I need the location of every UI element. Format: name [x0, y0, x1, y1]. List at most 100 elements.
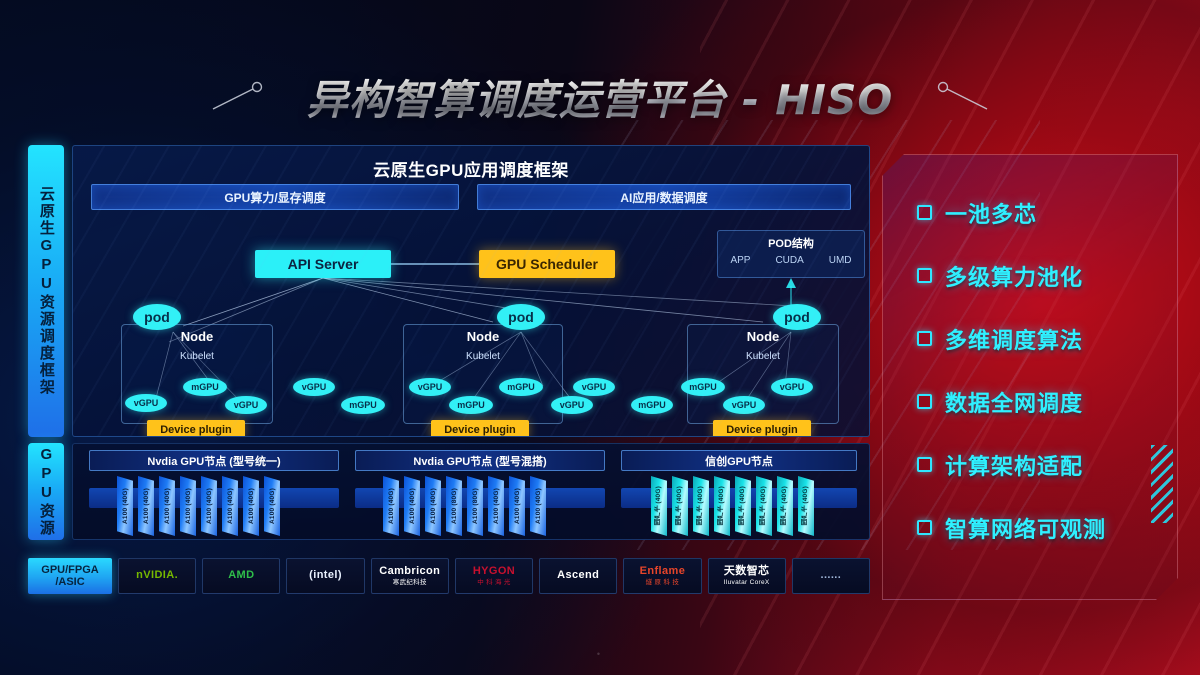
vendor-logo-name: 天数智芯 — [723, 565, 770, 578]
gpu-card-row-3: 国产卡 (40G) 国产卡 (40G) 国产卡 (40G) 国产卡 (40G) 国产卡 … — [651, 476, 814, 538]
gpu-card[interactable]: A100 (40G) — [530, 476, 546, 536]
node-label-1: Node — [180, 329, 214, 344]
vendor-logo-subtitle: Iluvatar CoreX — [723, 578, 770, 586]
gpu-card-label: A100 (40G) — [247, 488, 255, 524]
gpu-card[interactable]: A100 (40G) — [201, 476, 217, 536]
gpu-card[interactable]: A100 (40G) — [488, 476, 504, 536]
mgpu-oval-2c[interactable]: mGPU — [499, 378, 543, 396]
feature-item-label: 计算架构适配 — [945, 453, 1084, 479]
vendor-logo-name: ...... — [820, 569, 842, 582]
sidebar-tab-gpu-resource-label: GPU资源 — [37, 446, 55, 537]
feature-item-label: 多维调度算法 — [945, 327, 1084, 353]
gpu-card[interactable]: A100 (40G) — [383, 476, 399, 536]
vgpu-oval-float-1[interactable]: vGPU — [293, 378, 335, 396]
gpu-card-label: 国产卡 (40G) — [760, 486, 767, 526]
feature-item[interactable]: 多级算力池化 — [917, 244, 1177, 307]
vgpu-oval-1a[interactable]: vGPU — [125, 394, 167, 412]
kubelet-label-1: Kubelet — [180, 351, 214, 362]
gpu-card[interactable]: A100 (40G) — [264, 476, 280, 536]
gpu-card-label: A100 (80G) — [471, 488, 479, 524]
gpu-card[interactable]: A100 (40G) — [159, 476, 175, 536]
vgpu-oval-2d[interactable]: vGPU — [551, 396, 593, 414]
gpu-card-label: 国产卡 (40G) — [718, 486, 725, 526]
checkbox-square-icon — [917, 457, 932, 472]
pod-oval-3[interactable]: pod — [773, 304, 821, 330]
gpu-card[interactable]: A100 (40G) — [404, 476, 420, 536]
gpu-card-label: 国产卡 (40G) — [802, 486, 809, 526]
vendor-logo-subtitle: 燧 原 科 技 — [645, 578, 680, 586]
feature-item[interactable]: 一池多芯 — [917, 181, 1177, 244]
gpu-scheduler-node[interactable]: GPU Scheduler — [479, 250, 615, 278]
vendor-logo-cell[interactable]: ...... — [791, 558, 870, 594]
pod-oval-1[interactable]: pod — [133, 304, 181, 330]
vgpu-oval-3b[interactable]: vGPU — [723, 396, 765, 414]
feature-item[interactable]: 计算架构适配 — [917, 433, 1177, 496]
gpu-card[interactable]: A100 (40G) — [425, 476, 441, 536]
gpu-card[interactable]: 国产卡 (40G) — [714, 476, 730, 536]
gpu-card[interactable]: 国产卡 (40G) — [756, 476, 772, 536]
footer-decoration: • — [596, 649, 604, 659]
bar-gpu-compute-scheduling[interactable]: GPU算力/显存调度 — [91, 184, 459, 210]
api-server-node[interactable]: API Server — [255, 250, 391, 278]
mgpu-oval-float-2[interactable]: mGPU — [341, 396, 385, 414]
vgpu-oval-float-3[interactable]: vGPU — [573, 378, 615, 396]
vendor-logo-cell[interactable]: AMD — [202, 558, 281, 594]
gpu-card-label: A100 (40G) — [184, 488, 192, 524]
vgpu-oval-2a[interactable]: vGPU — [409, 378, 451, 396]
gpu-card-label: 国产卡 (40G) — [676, 486, 683, 526]
bar-ai-app-data-scheduling[interactable]: AI应用/数据调度 — [477, 184, 851, 210]
vgpu-oval-3c[interactable]: vGPU — [771, 378, 813, 396]
gpu-card-label: A100 (40G) — [268, 488, 276, 524]
mgpu-oval-1b[interactable]: mGPU — [183, 378, 227, 396]
page-title: 异构智算调度运营平台 - HISO — [307, 66, 894, 126]
slide-title-bar: 异构智算调度运营平台 - HISO — [0, 66, 1200, 126]
gpu-card[interactable]: A100 (40G) — [222, 476, 238, 536]
gpu-card[interactable]: 国产卡 (40G) — [693, 476, 709, 536]
gpu-card[interactable]: 国产卡 (40G) — [798, 476, 814, 536]
mgpu-oval-2b[interactable]: mGPU — [449, 396, 493, 414]
gpu-card-label: A100 (40G) — [408, 488, 416, 524]
vendor-logo-name: HYGON — [472, 565, 516, 578]
vendor-logo-cell[interactable]: HYGON 中 科 海 光 — [454, 558, 534, 594]
device-plugin-2[interactable]: Device plugin — [431, 420, 529, 436]
feature-item[interactable]: 多维调度算法 — [917, 307, 1177, 370]
feature-item-label: 多级算力池化 — [945, 264, 1084, 290]
vendor-logo-cell[interactable]: Cambricon 寒武纪科技 — [370, 558, 449, 594]
node-box-3: Node Kubelet — [687, 324, 839, 424]
gpu-card[interactable]: 国产卡 (40G) — [651, 476, 667, 536]
vendor-logo-cell[interactable]: 天数智芯 Iluvatar CoreX — [707, 558, 786, 594]
vendor-logo-cell[interactable]: nVIDIA. — [118, 558, 197, 594]
mgpu-oval-3a[interactable]: mGPU — [681, 378, 725, 396]
gpu-card[interactable]: A100 (40G) — [509, 476, 525, 536]
cloud-native-gpu-framework-box: 云原生GPU应用调度框架 GPU算力/显存调度 AI应用/数据调度 — [72, 145, 870, 437]
feature-item-label: 智算网络可观测 — [945, 516, 1107, 542]
gpu-card[interactable]: A100 (40G) — [243, 476, 259, 536]
gpu-group-title-3: 信创GPU节点 — [621, 450, 857, 471]
vendor-logo-cell[interactable]: Enflame 燧 原 科 技 — [623, 558, 702, 594]
gpu-card[interactable]: A100 (40G) — [180, 476, 196, 536]
device-plugin-3[interactable]: Device plugin — [713, 420, 811, 436]
gpu-card[interactable]: A100 (40G) — [138, 476, 154, 536]
vendor-logo-name: nVIDIA. — [136, 569, 179, 582]
vgpu-oval-float-4[interactable]: mGPU — [631, 396, 673, 414]
gpu-card[interactable]: A100 (40G) — [117, 476, 133, 536]
gpu-card[interactable]: 国产卡 (40G) — [777, 476, 793, 536]
device-plugin-1[interactable]: Device plugin — [147, 420, 245, 436]
kubelet-label-2: Kubelet — [466, 351, 500, 362]
vendor-tag-gpu-fpga-asic: GPU/FPGA /ASIC — [28, 558, 112, 594]
vendor-logo-cell[interactable]: Ascend — [539, 558, 618, 594]
feature-item[interactable]: 智算网络可观测 — [917, 496, 1177, 559]
vendor-tag-line2: /ASIC — [55, 576, 85, 588]
gpu-group-title-2: Nvdia GPU节点 (型号混搭) — [355, 450, 605, 471]
gpu-card[interactable]: A100 (80G) — [446, 476, 462, 536]
title-right-decoration-icon — [938, 81, 988, 110]
vendor-logo-name: Cambricon — [379, 565, 441, 578]
gpu-card[interactable]: 国产卡 (40G) — [672, 476, 688, 536]
gpu-card[interactable]: A100 (80G) — [467, 476, 483, 536]
pod-oval-2[interactable]: pod — [497, 304, 545, 330]
vendor-logo-cell[interactable]: (intel) — [286, 558, 365, 594]
feature-item[interactable]: 数据全网调度 — [917, 370, 1177, 433]
gpu-card[interactable]: 国产卡 (40G) — [735, 476, 751, 536]
vgpu-oval-1c[interactable]: vGPU — [225, 396, 267, 414]
